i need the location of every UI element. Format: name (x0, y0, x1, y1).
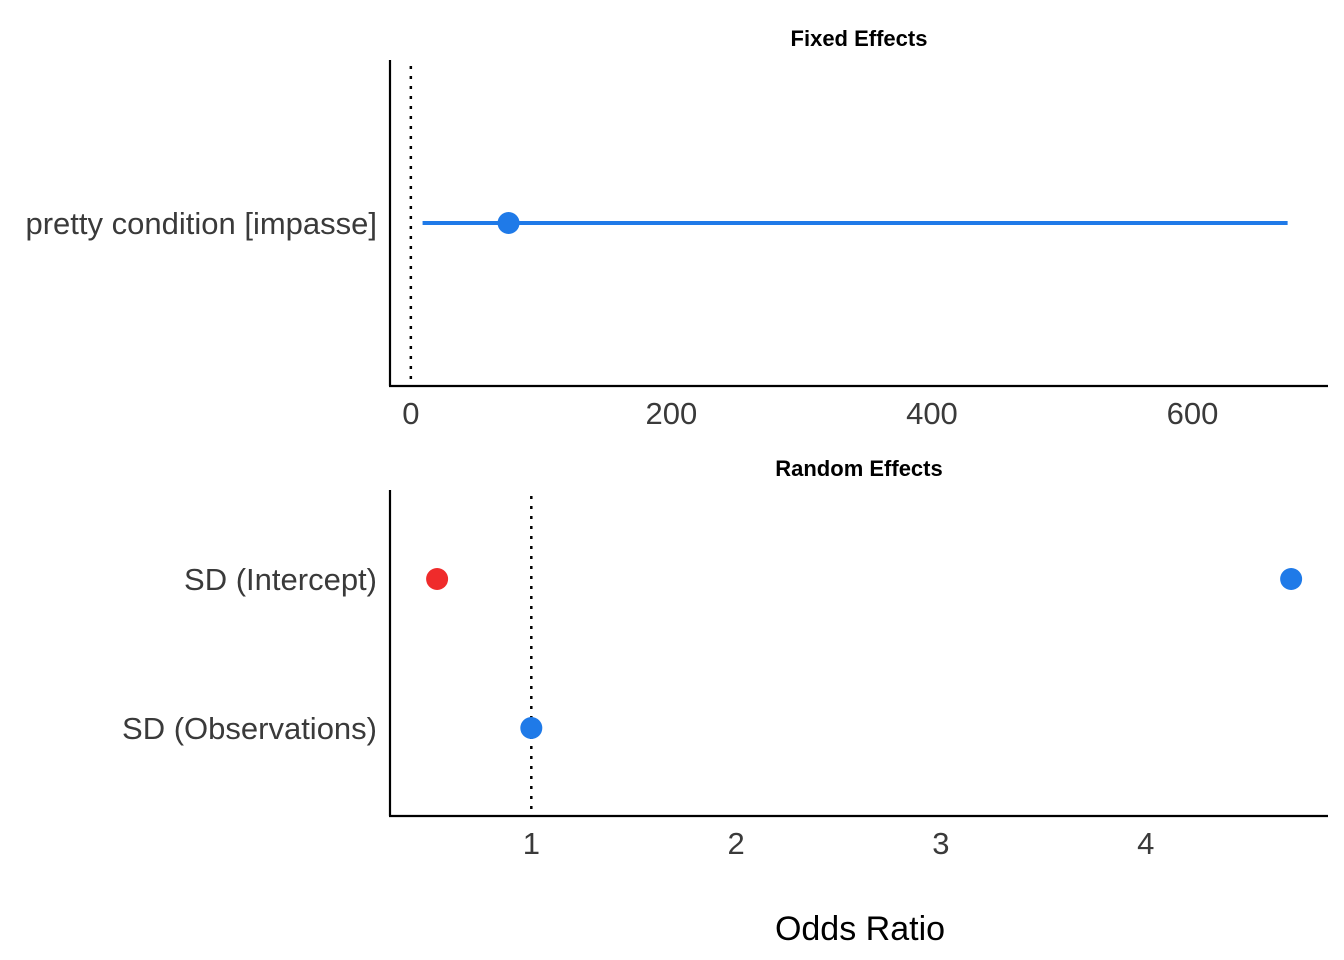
panel-2-estimate-point (520, 717, 543, 739)
panel-1-category-label: pretty condition [impasse] (25, 206, 377, 241)
panel-1-x-tick-label: 0 (402, 396, 419, 431)
panel-1-x-tick-label: 400 (906, 396, 958, 431)
panel-2-category-label: SD (Observations) (122, 711, 377, 746)
panel-2-estimate-point (426, 568, 449, 590)
panel-1-estimate-point (497, 212, 520, 234)
panel-1-x-tick-label: 600 (1167, 396, 1219, 431)
panel-1-x-tick-label: 200 (646, 396, 698, 431)
panel-2-category-label: SD (Intercept) (184, 562, 377, 597)
panel-2-x-tick-label: 4 (1137, 826, 1154, 861)
panel-2-x-tick-label: 1 (523, 826, 540, 861)
panel-2-x-tick-label: 2 (727, 826, 744, 861)
panel-2-title: Random Effects (775, 456, 942, 481)
panel-2-estimate-point (1280, 568, 1303, 590)
panel-2-x-tick-label: 3 (932, 826, 949, 861)
panel-1-title: Fixed Effects (791, 26, 928, 51)
x-axis-title: Odds Ratio (775, 910, 945, 948)
